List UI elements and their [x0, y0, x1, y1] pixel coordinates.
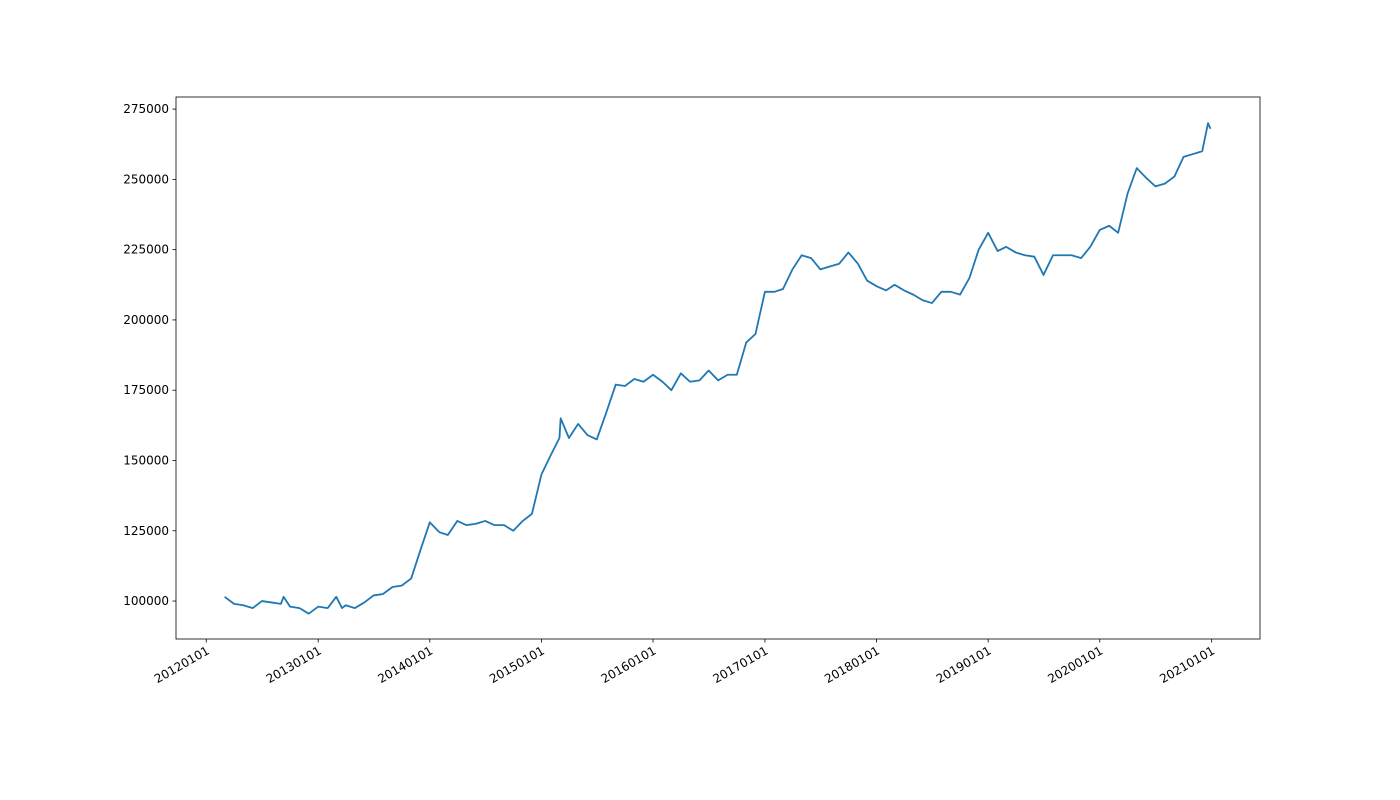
x-tick-label: 20170101: [711, 643, 771, 686]
x-tick-label: 20120101: [152, 643, 212, 686]
x-tick-label: 20200101: [1045, 643, 1105, 686]
y-tick-label: 175000: [123, 383, 169, 397]
y-tick-label: 150000: [123, 453, 169, 467]
x-tick-label: 20140101: [375, 643, 435, 686]
line-series: [224, 122, 1212, 615]
x-tick-label: 20180101: [822, 643, 882, 686]
y-tick-label: 125000: [123, 524, 169, 538]
y-tick-label: 200000: [123, 313, 169, 327]
x-tick-label: 20150101: [487, 643, 547, 686]
x-tick-label: 20210101: [1157, 643, 1217, 686]
x-tick-label: 20130101: [264, 643, 324, 686]
plot-frame: [175, 96, 1261, 640]
x-tick-label: 20160101: [599, 643, 659, 686]
y-tick-label: 100000: [123, 594, 169, 608]
y-tick-label: 275000: [123, 102, 169, 116]
y-tick-label: 250000: [123, 172, 169, 186]
y-tick-label: 225000: [123, 243, 169, 257]
x-tick-label: 20190101: [934, 643, 994, 686]
